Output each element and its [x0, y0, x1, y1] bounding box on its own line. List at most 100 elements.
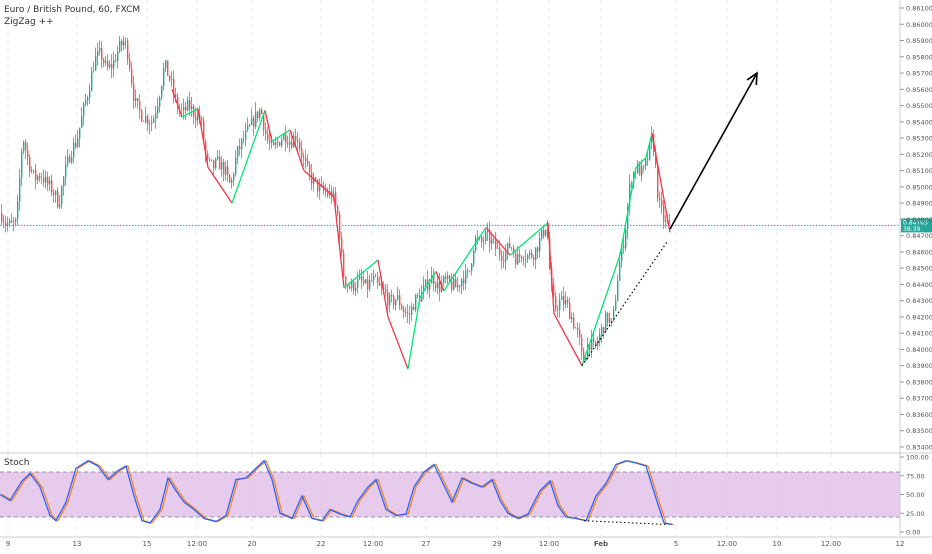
zigzag-segment — [343, 259, 379, 289]
candle — [205, 141, 207, 154]
x-tick-label: 12:00 — [717, 540, 737, 548]
zigzag-segment — [635, 157, 647, 168]
trendline-dotted[interactable] — [581, 240, 669, 367]
candle — [141, 110, 143, 122]
zigzag-segment — [333, 196, 345, 288]
candle — [239, 146, 241, 150]
candle — [409, 313, 411, 315]
candle — [67, 156, 69, 165]
last-price-label: 0.84763 — [903, 219, 928, 226]
candle — [607, 312, 609, 323]
candle — [397, 295, 399, 300]
candle — [447, 275, 449, 279]
candle — [481, 237, 483, 242]
candle — [319, 184, 321, 192]
zigzag-segment — [435, 271, 445, 292]
candle — [75, 142, 77, 147]
candle — [471, 263, 473, 271]
candle — [641, 166, 643, 176]
candle — [271, 142, 273, 143]
stoch-divergence-line[interactable] — [583, 520, 669, 525]
candle — [643, 165, 645, 167]
x-tick-label: 27 — [422, 540, 431, 548]
candle — [439, 281, 441, 292]
candle — [639, 163, 641, 176]
candle — [601, 327, 603, 335]
candle — [661, 199, 663, 207]
candle — [565, 299, 567, 305]
stoch-label[interactable]: Stoch — [4, 458, 30, 468]
candle — [91, 71, 93, 91]
candle — [23, 141, 25, 152]
candle — [257, 111, 259, 119]
candle — [493, 239, 495, 240]
candle — [267, 133, 269, 141]
candle — [103, 59, 105, 64]
y-tick-label: 0.85900 — [906, 37, 932, 45]
candle — [317, 179, 319, 192]
candle — [559, 299, 561, 310]
stoch-pane[interactable] — [0, 459, 900, 526]
candle — [425, 279, 427, 286]
candle — [503, 260, 505, 262]
candle — [335, 192, 337, 206]
candle — [177, 97, 179, 110]
candle — [49, 180, 51, 185]
candle — [583, 351, 585, 361]
candle — [403, 309, 405, 313]
candle — [371, 280, 373, 281]
candle — [495, 239, 497, 249]
candle — [349, 286, 351, 289]
y-tick-label: 0.86000 — [906, 21, 932, 29]
candle — [287, 143, 289, 145]
stoch-k-line — [0, 459, 673, 526]
candle — [647, 158, 649, 160]
candle — [527, 255, 529, 259]
zigzag-segment — [271, 129, 291, 142]
x-tick-label: 12:00 — [187, 540, 207, 548]
candle — [441, 282, 443, 292]
candle — [345, 276, 347, 285]
candle — [561, 296, 563, 300]
indicator-label[interactable]: ZigZag ++ — [4, 17, 54, 27]
candle — [603, 327, 605, 333]
y-tick-label: 0.85000 — [906, 183, 932, 191]
candle — [183, 106, 185, 110]
candle — [285, 133, 287, 144]
candle — [421, 292, 423, 302]
candle — [243, 139, 245, 140]
candle — [235, 157, 237, 175]
candle — [509, 243, 511, 248]
candle — [79, 127, 81, 139]
projection-arrow-head[interactable] — [746, 71, 758, 86]
candle — [211, 159, 213, 161]
y-tick-label: 0.85700 — [906, 70, 932, 78]
candle — [163, 68, 165, 86]
candle — [645, 158, 647, 166]
candle — [13, 221, 15, 223]
y-tick-label: 0.83600 — [906, 411, 932, 419]
candle — [207, 153, 209, 159]
candle — [191, 106, 193, 110]
candle — [497, 247, 499, 249]
projection-arrow[interactable] — [669, 72, 758, 230]
candle — [265, 130, 267, 134]
zigzag-segment — [553, 313, 583, 367]
candle — [157, 106, 159, 114]
candle — [545, 229, 547, 236]
candle — [575, 327, 577, 329]
zigzag-segment — [231, 110, 266, 204]
candle — [17, 201, 19, 219]
y-tick-label: 0.85100 — [906, 167, 932, 175]
candle — [145, 116, 147, 122]
candle — [539, 238, 541, 252]
candle — [619, 261, 621, 281]
candle — [591, 338, 593, 350]
symbol-title[interactable]: Euro / British Pound, 60, FXCM — [4, 5, 141, 15]
candle — [333, 192, 335, 199]
candle — [491, 239, 493, 244]
candle — [355, 288, 357, 291]
